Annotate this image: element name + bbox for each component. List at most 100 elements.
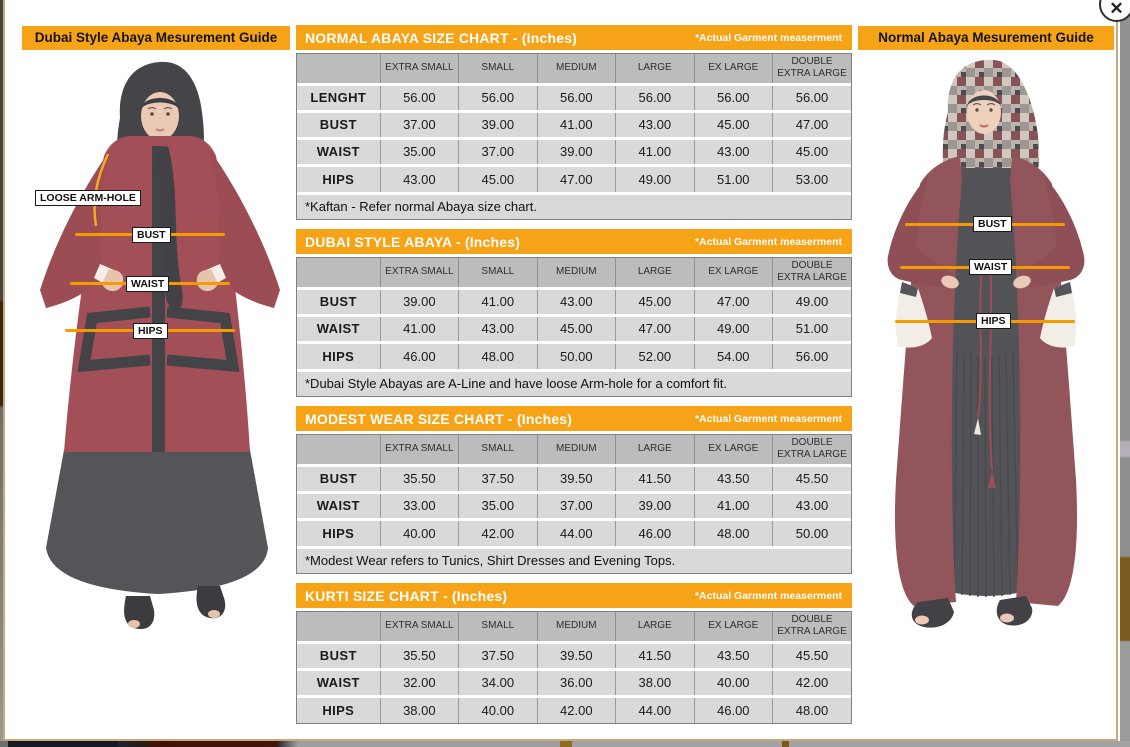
background-page-bottom-edge: [0, 741, 1130, 747]
value-cell: 38.00: [615, 667, 695, 696]
value-cell: 37.00: [536, 490, 616, 519]
table-row: BUST 35.50 37.50 39.50 41.50 43.50 45.50: [297, 640, 851, 669]
table-row: BUST 39.00 41.00 43.00 45.00 47.00 49.00: [297, 286, 851, 315]
column-header: EX LARGE: [693, 612, 773, 642]
row-label: HIPS: [297, 694, 381, 723]
chart-title: NORMAL ABAYA SIZE CHART - (Inches): [305, 29, 578, 46]
column-header: SMALL: [458, 54, 538, 84]
value-cell: 47.00: [772, 109, 851, 138]
value-cell: 43.00: [379, 163, 459, 192]
value-cell: 45.50: [772, 640, 851, 669]
right-guide-title: Normal Abaya Mesurement Guide: [858, 26, 1114, 50]
value-cell: 53.00: [772, 163, 851, 192]
column-header: DOUBLE EXTRA LARGE: [772, 258, 851, 288]
chart-footnote: *Modest Wear refers to Tunics, Shirt Dre…: [297, 546, 851, 573]
row-label: WAIST: [297, 313, 381, 342]
row-label: BUST: [297, 109, 381, 138]
value-cell: 39.00: [615, 490, 695, 519]
normal-abaya-model-illustration: [887, 59, 1085, 628]
value-cell: 49.00: [615, 163, 695, 192]
column-header: DOUBLE EXTRA LARGE: [772, 612, 851, 642]
table-row: HIPS 46.00 48.00 50.00 52.00 54.00 56.00: [297, 340, 851, 369]
table-row: WAIST 35.00 37.00 39.00 41.00 43.00 45.00: [297, 136, 851, 165]
right-model-figure: BUST WAIST HIPS: [858, 50, 1114, 642]
column-header: LARGE: [615, 54, 695, 84]
value-cell: 56.00: [772, 82, 851, 111]
left-guide-title: Dubai Style Abaya Mesurement Guide: [22, 26, 290, 50]
value-cell: 43.00: [536, 286, 616, 315]
table-row: BUST 35.50 37.50 39.50 41.50 43.50 45.50: [297, 463, 851, 492]
value-cell: 39.00: [458, 109, 538, 138]
value-cell: 34.00: [458, 667, 538, 696]
chart-note: *Actual Garment measerment: [694, 31, 842, 44]
value-cell: 47.00: [536, 163, 616, 192]
size-table-frame: EXTRA SMALL SMALL MEDIUM LARGE EX LARGE DOUBL…: [296, 53, 852, 220]
row-label: BUST: [297, 640, 381, 669]
chart-note: *Actual Garment measerment: [694, 589, 842, 602]
value-cell: 51.00: [693, 163, 773, 192]
value-cell: 45.00: [536, 313, 616, 342]
value-cell: 50.00: [536, 340, 616, 369]
value-cell: 43.00: [772, 490, 851, 519]
chart-title: MODEST WEAR SIZE CHART - (Inches): [305, 410, 573, 427]
column-header: MEDIUM: [536, 258, 616, 288]
value-cell: 45.00: [772, 136, 851, 165]
value-cell: 43.00: [458, 313, 538, 342]
table-row: WAIST 32.00 34.00 36.00 38.00 40.00 42.00: [297, 667, 851, 696]
close-icon[interactable]: ✕: [1099, 0, 1130, 22]
column-header: EX LARGE: [693, 54, 773, 84]
chart-title-bar: KURTI SIZE CHART - (Inches) *Actual Garme…: [296, 583, 852, 608]
value-cell: 35.00: [458, 490, 538, 519]
value-cell: 56.00: [458, 82, 538, 111]
value-cell: 45.50: [772, 463, 851, 492]
table-row: HIPS 43.00 45.00 47.00 49.00 51.00 53.00: [297, 163, 851, 192]
value-cell: 39.50: [536, 640, 616, 669]
dubai-abaya-model-illustration: [40, 61, 280, 630]
chart-title-bar: DUBAI STYLE ABAYA - (Inches) *Actual Garm…: [296, 229, 852, 254]
column-header: SMALL: [458, 612, 538, 642]
value-cell: 47.00: [615, 313, 695, 342]
column-header: MEDIUM: [536, 54, 616, 84]
value-cell: 56.00: [772, 340, 851, 369]
column-header: EX LARGE: [693, 435, 773, 465]
value-cell: 40.00: [379, 517, 459, 546]
corner-cell: [297, 612, 381, 642]
value-cell: 37.50: [458, 640, 538, 669]
value-cell: 38.00: [379, 694, 459, 723]
column-header: LARGE: [615, 612, 695, 642]
value-cell: 49.00: [693, 313, 773, 342]
column-header: MEDIUM: [536, 612, 616, 642]
value-cell: 51.00: [772, 313, 851, 342]
value-cell: 41.00: [458, 286, 538, 315]
table-row: BUST 37.00 39.00 41.00 43.00 45.00 47.00: [297, 109, 851, 138]
size-table-frame: EXTRA SMALL SMALL MEDIUM LARGE EX LARGE DOUBL…: [296, 257, 852, 397]
value-cell: 42.00: [458, 517, 538, 546]
size-table: EXTRA SMALL SMALL MEDIUM LARGE EX LARGE DOUBL…: [297, 435, 851, 546]
size-table: EXTRA SMALL SMALL MEDIUM LARGE EX LARGE DOUBL…: [297, 612, 851, 723]
table-row: HIPS 38.00 40.00 42.00 44.00 46.00 48.00: [297, 694, 851, 723]
value-cell: 40.00: [458, 694, 538, 723]
value-cell: 54.00: [693, 340, 773, 369]
row-label: WAIST: [297, 667, 381, 696]
value-cell: 39.00: [379, 286, 459, 315]
column-header: EXTRA SMALL: [379, 54, 459, 84]
value-cell: 41.00: [536, 109, 616, 138]
size-table: EXTRA SMALL SMALL MEDIUM LARGE EX LARGE DOUBL…: [297, 54, 851, 192]
left-waist-label: WAIST: [126, 276, 170, 293]
value-cell: 41.50: [615, 640, 695, 669]
chart-title: KURTI SIZE CHART - (Inches): [305, 587, 508, 604]
row-label: LENGHT: [297, 82, 381, 111]
value-cell: 50.00: [772, 517, 851, 546]
value-cell: 52.00: [615, 340, 695, 369]
value-cell: 48.00: [693, 517, 773, 546]
value-cell: 42.00: [536, 694, 616, 723]
column-header: DOUBLE EXTRA LARGE: [772, 54, 851, 84]
row-label: BUST: [297, 286, 381, 315]
column-header: SMALL: [458, 435, 538, 465]
value-cell: 45.00: [693, 109, 773, 138]
value-cell: 44.00: [615, 694, 695, 723]
size-charts-column: NORMAL ABAYA SIZE CHART - (Inches) *Actua…: [296, 25, 852, 733]
row-label: HIPS: [297, 163, 381, 192]
value-cell: 37.00: [458, 136, 538, 165]
size-table: EXTRA SMALL SMALL MEDIUM LARGE EX LARGE DOUBL…: [297, 258, 851, 369]
